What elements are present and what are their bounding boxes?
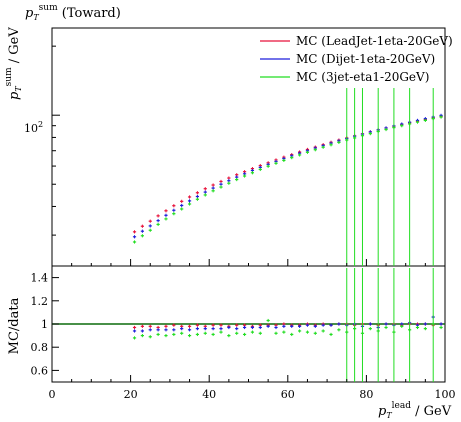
x-tick-label: 80 xyxy=(359,388,373,401)
ratio-y-tick-label: 1.4 xyxy=(31,272,49,285)
x-tick-label: 20 xyxy=(124,388,138,401)
x-tick-label: 100 xyxy=(435,388,456,401)
ratio-panel xyxy=(52,268,445,382)
x-tick-label: 60 xyxy=(281,388,295,401)
ratio-y-tick-label: 1.2 xyxy=(31,295,49,308)
main-panel xyxy=(132,88,443,266)
y-axis-label: pTsum / GeV xyxy=(4,27,23,100)
ratio-y-tick-label: 0.6 xyxy=(31,364,49,377)
legend-label-leadjet: MC (LeadJet-1eta-20GeV) xyxy=(296,34,453,48)
ratio-y-axis-label: MC/data xyxy=(7,297,22,354)
x-tick-label: 0 xyxy=(49,388,56,401)
chart-title: pTsum (Toward) xyxy=(25,3,121,22)
x-axis-label: pTlead / GeV xyxy=(378,401,452,420)
legend: MC (LeadJet-1eta-20GeV) MC (Dijet-1eta-2… xyxy=(260,34,453,84)
x-tick-label: 40 xyxy=(202,388,216,401)
legend-label-dijet: MC (Dijet-1eta-20GeV) xyxy=(296,52,435,66)
y-tick-label-100: 102 xyxy=(24,120,43,135)
legend-label-3jet: MC (3jet-eta1-20GeV) xyxy=(296,70,429,84)
ratio-y-tick-label: 1 xyxy=(41,318,48,331)
ratio-y-tick-label: 0.8 xyxy=(31,341,49,354)
